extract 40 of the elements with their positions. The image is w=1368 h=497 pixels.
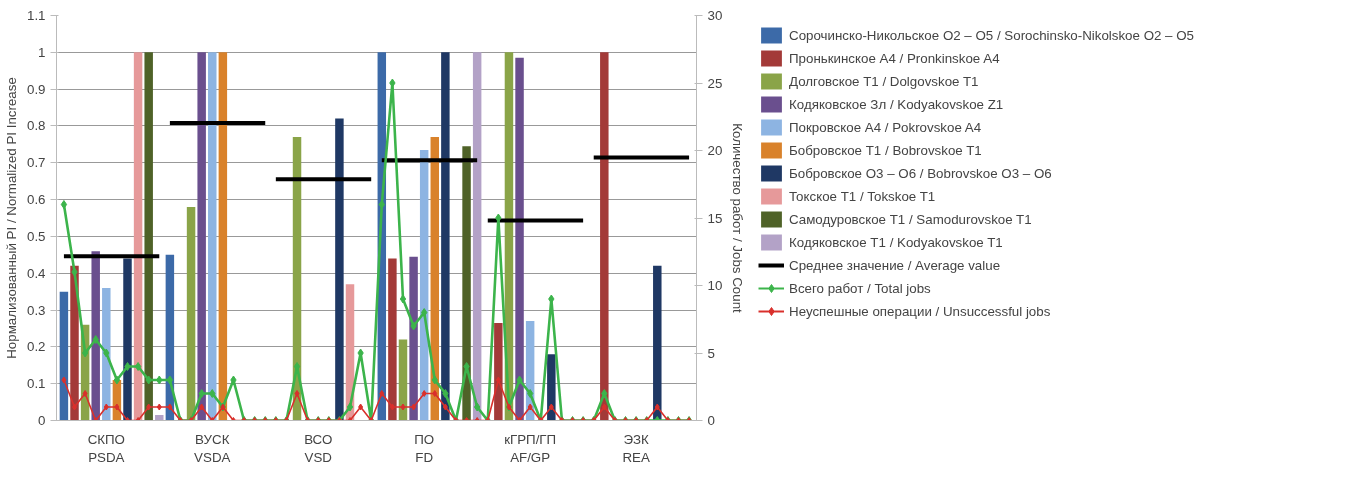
x-tick-label: СКПО PSDA [87,431,125,465]
y2-tick-label: 10 [707,278,723,293]
legend-label: Кодяковское Зл / Kodyakovskoe Z1 [789,95,1004,113]
y2-tick-label: 25 [707,75,723,91]
y-tick-label: 0.6 [26,192,46,208]
legend-label: Бобровское Т1 / Bobrovskoe T1 [789,141,982,159]
legend-label: Покровское А4 / Pokrovskoe A4 [789,118,982,136]
y-axis-title: Нормализованный PI / Normalized PI Increase [3,77,19,359]
y2-axis-title: Количество работ / Jobs Count [730,123,746,314]
y2-tick-label: 15 [707,210,723,226]
y-tick-label: 0.3 [26,302,46,318]
x-tick-label: ВУСК VSDA [194,431,231,465]
y-tick-label: 0.2 [26,339,46,355]
y-tick-label: 0.9 [26,81,46,97]
y-tick-label: 0.4 [26,265,47,281]
legend-label: Неуспешные операции / Unsuccessful jobs [789,302,1051,320]
x-tick-label: ВСО VSD [304,431,333,465]
x-tick-label: ЭЗК REA [622,431,650,465]
legend-label: Самодуровское Т1 / Samodurovskoe T1 [789,210,1032,228]
legend-label: Сорочинско-Никольское О2 – О5 / Sorochinsko-Nikolskoe O2 – O5 [789,26,1195,44]
y-tick-label: 1 [38,44,46,60]
y2-tick-label: 20 [707,143,723,158]
legend-label: Пронькинское А4 / Pronkinskoe A4 [789,49,1000,67]
y-tick-label: 0.1 [26,376,46,392]
legend-label: Токское Т1 / Tokskoe T1 [789,187,936,205]
legend-label: Бобровское О3 – О6 / Bobrovskoe O3 – O6 [789,164,1052,182]
legend-label: Кодяковское Т1 / Kodyakovskoe T1 [789,233,1003,251]
x-tick-label: кГРП/ГП AF/GP [504,431,557,465]
legend-label: Всего работ / Total jobs [789,279,931,297]
y-tick-label: 0.8 [26,118,46,134]
y-tick-label: 0.7 [26,155,46,171]
y2-tick-label: 5 [707,345,715,361]
y-tick-label: 0.5 [26,228,46,244]
y2-tick-label: 0 [707,413,715,428]
x-tick-label: ПО FD [414,431,435,465]
y-tick-label: 1.1 [26,8,46,23]
y2-tick-label: 30 [707,8,723,23]
legend-label: Среднее значение / Average value [789,256,1001,274]
y-tick-label: 0 [38,413,46,428]
legend-label: Долговское Т1 / Dolgovskoe T1 [789,72,979,90]
